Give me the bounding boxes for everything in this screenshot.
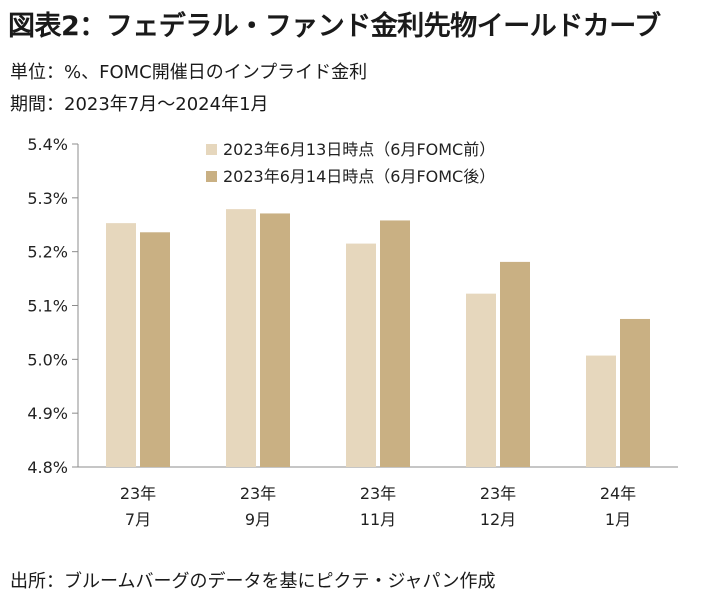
bar-2 <box>260 213 290 467</box>
bar-1 <box>226 209 256 467</box>
x-tick-label: 23年 <box>120 484 156 503</box>
x-tick-label: 9月 <box>245 510 271 529</box>
bar-2 <box>140 232 170 467</box>
legend-label: 2023年6月14日時点（6月FOMC後） <box>223 167 495 186</box>
x-tick-label: 23年 <box>360 484 396 503</box>
y-tick-label: 5.2% <box>27 243 68 262</box>
y-tick-label: 4.8% <box>27 458 68 477</box>
legend-label: 2023年6月13日時点（6月FOMC前） <box>223 140 495 159</box>
unit-note: 単位：%、FOMC開催日のインプライド金利 <box>10 62 368 83</box>
y-tick-label: 5.0% <box>27 350 68 369</box>
legend-swatch <box>206 144 217 155</box>
bar-1 <box>346 243 376 467</box>
y-tick-label: 4.9% <box>27 404 68 423</box>
bar-1 <box>466 293 496 467</box>
source-note: 出所：ブルームバーグのデータを基にピクテ・ジャパン作成 <box>10 571 496 592</box>
y-tick-label: 5.3% <box>27 189 68 208</box>
bar-1 <box>586 355 616 467</box>
x-tick-label: 24年 <box>600 484 636 503</box>
y-tick-label: 5.1% <box>27 297 68 316</box>
bar-2 <box>500 261 530 467</box>
y-tick-label: 5.4% <box>27 135 68 154</box>
bar-2 <box>380 220 410 467</box>
period-note: 期間：2023年7月〜2024年1月 <box>10 94 269 115</box>
bar-1 <box>106 223 136 467</box>
legend-swatch <box>206 171 217 182</box>
x-tick-label: 23年 <box>480 484 516 503</box>
x-tick-label: 11月 <box>360 510 396 529</box>
chart-title: 図表2：フェデラル・ファンド金利先物イールドカーブ <box>8 11 661 42</box>
x-tick-label: 23年 <box>240 484 276 503</box>
x-tick-label: 12月 <box>480 510 516 529</box>
x-tick-label: 1月 <box>605 510 631 529</box>
bar-2 <box>620 318 650 467</box>
x-tick-label: 7月 <box>125 510 151 529</box>
